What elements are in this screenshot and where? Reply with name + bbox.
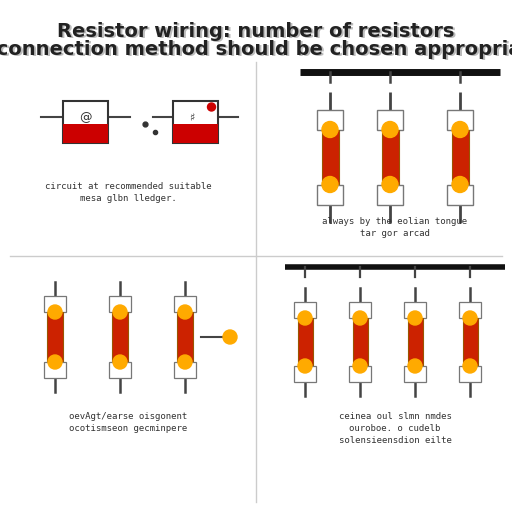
- Circle shape: [48, 305, 62, 319]
- Text: Resistor wiring: number of resistors: Resistor wiring: number of resistors: [59, 23, 457, 42]
- Bar: [109, 362, 131, 378]
- Text: Resistor wiring: number of resistors: Resistor wiring: number of resistors: [57, 22, 455, 41]
- Circle shape: [452, 177, 468, 193]
- Bar: [317, 110, 343, 130]
- Bar: [317, 184, 343, 204]
- Bar: [44, 296, 66, 312]
- Text: mesa glbn lledger.: mesa glbn lledger.: [80, 194, 176, 203]
- Circle shape: [298, 359, 312, 373]
- Bar: [322, 130, 338, 184]
- Circle shape: [452, 121, 468, 138]
- Bar: [294, 366, 316, 382]
- Text: and connection method should be chosen appropriately: and connection method should be chosen a…: [0, 40, 512, 59]
- Bar: [174, 362, 196, 378]
- Circle shape: [298, 311, 312, 325]
- Bar: [377, 184, 403, 204]
- Text: always by the eolian tongue: always by the eolian tongue: [323, 217, 467, 226]
- Circle shape: [322, 177, 338, 193]
- Bar: [297, 318, 312, 366]
- Circle shape: [382, 121, 398, 138]
- Bar: [47, 312, 63, 362]
- Bar: [173, 101, 218, 143]
- Circle shape: [178, 305, 192, 319]
- Circle shape: [113, 355, 127, 369]
- Bar: [177, 312, 193, 362]
- Text: circuit at recommended suitable: circuit at recommended suitable: [45, 182, 211, 191]
- Bar: [62, 124, 108, 143]
- Bar: [377, 110, 403, 130]
- Bar: [112, 312, 128, 362]
- Text: and connection method should be chosen appropriately: and connection method should be chosen a…: [0, 41, 512, 60]
- Text: solensieensdion eilte: solensieensdion eilte: [338, 436, 452, 445]
- Circle shape: [382, 177, 398, 193]
- Text: ♯: ♯: [189, 113, 195, 123]
- Text: tar gor arcad: tar gor arcad: [360, 229, 430, 238]
- Circle shape: [223, 330, 237, 344]
- Circle shape: [113, 305, 127, 319]
- Text: @: @: [79, 111, 91, 124]
- Circle shape: [48, 355, 62, 369]
- Bar: [452, 130, 468, 184]
- Bar: [109, 296, 131, 312]
- Bar: [349, 366, 371, 382]
- Circle shape: [178, 355, 192, 369]
- Bar: [44, 362, 66, 378]
- Bar: [294, 302, 316, 318]
- Bar: [349, 302, 371, 318]
- Bar: [404, 302, 426, 318]
- Circle shape: [353, 311, 367, 325]
- Bar: [404, 366, 426, 382]
- Bar: [462, 318, 478, 366]
- Bar: [408, 318, 422, 366]
- Circle shape: [463, 311, 477, 325]
- Circle shape: [207, 103, 216, 111]
- Bar: [447, 110, 473, 130]
- Bar: [459, 366, 481, 382]
- Text: ouroboe. o cudelb: ouroboe. o cudelb: [349, 424, 441, 433]
- Bar: [62, 101, 108, 143]
- Text: ceinea oul slmn nmdes: ceinea oul slmn nmdes: [338, 412, 452, 421]
- Circle shape: [408, 359, 422, 373]
- Circle shape: [463, 359, 477, 373]
- Bar: [447, 184, 473, 204]
- Circle shape: [353, 359, 367, 373]
- Bar: [381, 130, 398, 184]
- Bar: [352, 318, 368, 366]
- Circle shape: [322, 121, 338, 138]
- Bar: [173, 124, 218, 143]
- Bar: [459, 302, 481, 318]
- Text: ocotismseon gecminpere: ocotismseon gecminpere: [69, 424, 187, 433]
- Text: oevAgt/earse oisgonent: oevAgt/earse oisgonent: [69, 412, 187, 421]
- Bar: [174, 296, 196, 312]
- Circle shape: [408, 311, 422, 325]
